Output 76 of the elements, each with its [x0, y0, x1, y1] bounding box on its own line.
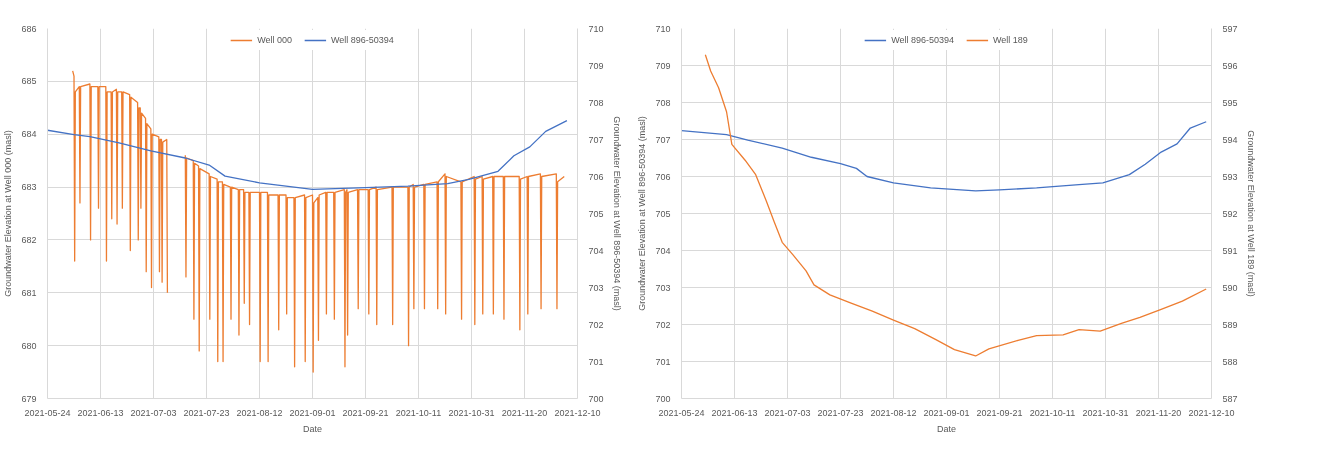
x-tick-label: 2021-07-23	[183, 407, 230, 418]
x-tick-label: 2021-05-24	[658, 407, 705, 418]
y-tick-label: 708	[655, 97, 671, 108]
y2-tick-label: 591	[1222, 245, 1238, 256]
y2-tick-label: 703	[588, 282, 604, 293]
y2-tick-label: 709	[588, 60, 604, 71]
x-tick-label: 2021-07-03	[130, 407, 177, 418]
x-tick-label: 2021-11-20	[1135, 407, 1182, 418]
y-tick-label: 684	[21, 129, 37, 140]
x-tick-label: 2021-06-13	[77, 407, 124, 418]
x-axis-title: Date	[936, 423, 957, 434]
y2-axis-title: Groundwater Elevation at Well 189 (masl)	[1245, 130, 1256, 297]
y-tick-label: 705	[655, 208, 671, 219]
x-tick-label: 2021-07-03	[764, 407, 811, 418]
y2-tick-label: 589	[1222, 319, 1238, 330]
y2-tick-label: 595	[1222, 97, 1238, 108]
y2-tick-label: 710	[588, 23, 604, 34]
y-tick-label: 709	[655, 60, 671, 71]
y-tick-label: 704	[655, 245, 671, 256]
y-tick-label: 686	[21, 23, 37, 34]
x-tick-label: 2021-12-10	[554, 407, 601, 418]
y2-tick-label: 708	[588, 97, 604, 108]
y-tick-label: 700	[655, 393, 671, 404]
y-tick-label: 680	[21, 340, 37, 351]
x-tick-label: 2021-09-01	[923, 407, 970, 418]
y-tick-label: 702	[655, 319, 671, 330]
x-tick-label: 2021-10-11	[1029, 407, 1076, 418]
y-axis-title: Groundwater Elevation at Well 000 (masl)	[3, 130, 14, 297]
legend-label: Well 000	[257, 35, 292, 45]
x-tick-label: 2021-07-23	[817, 407, 864, 418]
y-tick-label: 707	[655, 134, 671, 145]
y-tick-label: 703	[655, 282, 671, 293]
y2-tick-label: 590	[1222, 282, 1238, 293]
x-tick-label: 2021-08-12	[236, 407, 283, 418]
x-axis-title: Date	[302, 423, 323, 434]
legend-label: Well 896-50394	[891, 35, 955, 45]
line-series	[681, 121, 1207, 192]
y-tick-label: 683	[21, 182, 37, 193]
x-tick-label: 2021-10-31	[1082, 407, 1129, 418]
y-tick-label: 701	[655, 356, 671, 367]
x-tick-label: 2021-10-31	[448, 407, 495, 418]
y-tick-label: 681	[21, 287, 37, 298]
y2-tick-label: 592	[1222, 208, 1238, 219]
y2-tick-label: 707	[588, 134, 604, 145]
y2-tick-label: 588	[1222, 356, 1238, 367]
y2-tick-label: 587	[1222, 393, 1238, 404]
y2-tick-label: 594	[1222, 134, 1238, 145]
legend-label: Well 189	[993, 35, 1028, 45]
y2-tick-label: 705	[588, 208, 604, 219]
y2-tick-label: 593	[1222, 171, 1238, 182]
line-series	[47, 119, 568, 191]
y-axis-title: Groundwater Elevation at Well 896-50394 (masl)	[637, 116, 648, 311]
x-tick-label: 2021-09-21	[342, 407, 389, 418]
x-tick-label: 2021-08-12	[870, 407, 917, 418]
y-tick-label: 682	[21, 234, 37, 245]
y2-tick-label: 597	[1222, 23, 1238, 34]
x-tick-label: 2021-10-11	[395, 407, 442, 418]
y-tick-label: 685	[21, 76, 37, 87]
y2-tick-label: 704	[588, 245, 604, 256]
y2-tick-label: 596	[1222, 60, 1238, 71]
x-tick-label: 2021-11-20	[501, 407, 548, 418]
legend-label: Well 896-50394	[330, 35, 394, 45]
x-tick-label: 2021-05-24	[24, 407, 71, 418]
line-series	[704, 54, 1207, 357]
x-tick-label: 2021-06-13	[711, 407, 758, 418]
x-tick-label: 2021-09-21	[976, 407, 1023, 418]
y2-tick-label: 702	[588, 319, 604, 330]
y-tick-label: 679	[21, 393, 37, 404]
y2-axis-title: Groundwater Elevation at Well 896-50394 (masl)	[611, 116, 622, 311]
x-tick-label: 2021-12-10	[1188, 407, 1235, 418]
x-tick-label: 2021-09-01	[289, 407, 336, 418]
y-tick-label: 706	[655, 171, 671, 182]
y2-tick-label: 701	[588, 356, 604, 367]
y2-tick-label: 706	[588, 171, 604, 182]
y-tick-label: 710	[655, 23, 671, 34]
y2-tick-label: 700	[588, 393, 604, 404]
